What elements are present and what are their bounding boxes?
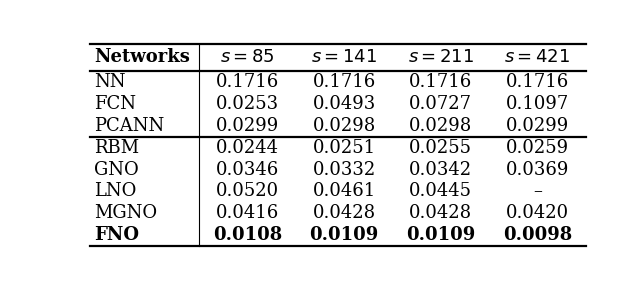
Text: 0.0098: 0.0098 <box>503 226 572 244</box>
Text: 0.0298: 0.0298 <box>312 117 376 135</box>
Text: $s = 141$: $s = 141$ <box>311 49 377 66</box>
Text: MGNO: MGNO <box>94 204 157 222</box>
Text: LNO: LNO <box>94 182 136 200</box>
Text: 0.0109: 0.0109 <box>310 226 379 244</box>
Text: 0.0428: 0.0428 <box>312 204 376 222</box>
Text: 0.0461: 0.0461 <box>312 182 376 200</box>
Text: 0.0369: 0.0369 <box>506 160 569 179</box>
Text: 0.0332: 0.0332 <box>312 160 376 179</box>
Text: 0.0428: 0.0428 <box>409 204 472 222</box>
Text: 0.0259: 0.0259 <box>506 139 569 157</box>
Text: 0.0251: 0.0251 <box>312 139 376 157</box>
Text: 0.0244: 0.0244 <box>216 139 279 157</box>
Text: $s = 421$: $s = 421$ <box>504 49 571 66</box>
Text: 0.0420: 0.0420 <box>506 204 569 222</box>
Text: $s = 85$: $s = 85$ <box>220 49 275 66</box>
Text: 0.0493: 0.0493 <box>312 95 376 113</box>
Text: 0.0108: 0.0108 <box>212 226 282 244</box>
Text: GNO: GNO <box>94 160 139 179</box>
Text: 0.0520: 0.0520 <box>216 182 279 200</box>
Text: Networks: Networks <box>94 49 190 66</box>
Text: 0.0416: 0.0416 <box>216 204 279 222</box>
Text: RBM: RBM <box>94 139 139 157</box>
Text: 0.1716: 0.1716 <box>409 73 472 91</box>
Text: 0.0253: 0.0253 <box>216 95 279 113</box>
Text: 0.0109: 0.0109 <box>406 226 476 244</box>
Text: $s = 211$: $s = 211$ <box>408 49 474 66</box>
Text: 0.0298: 0.0298 <box>409 117 472 135</box>
Text: FCN: FCN <box>94 95 136 113</box>
Text: 0.1097: 0.1097 <box>506 95 569 113</box>
Text: 0.0445: 0.0445 <box>410 182 472 200</box>
Text: 0.0299: 0.0299 <box>506 117 569 135</box>
Text: 0.1716: 0.1716 <box>216 73 279 91</box>
Text: 0.0346: 0.0346 <box>216 160 279 179</box>
Text: 0.0727: 0.0727 <box>410 95 472 113</box>
Text: PCANN: PCANN <box>94 117 164 135</box>
Text: 0.0342: 0.0342 <box>409 160 472 179</box>
Text: NN: NN <box>94 73 125 91</box>
Text: 0.1716: 0.1716 <box>506 73 569 91</box>
Text: –: – <box>533 182 542 200</box>
Text: 0.0255: 0.0255 <box>410 139 472 157</box>
Text: 0.0299: 0.0299 <box>216 117 279 135</box>
Text: 0.1716: 0.1716 <box>312 73 376 91</box>
Text: FNO: FNO <box>94 226 139 244</box>
